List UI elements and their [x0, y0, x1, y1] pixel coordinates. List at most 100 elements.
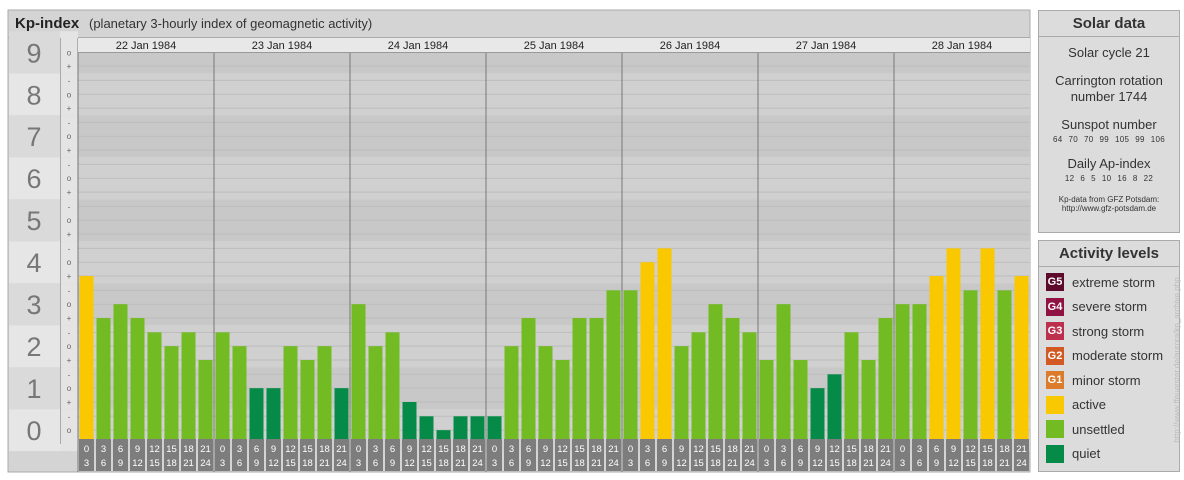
hour-cell [827, 439, 842, 471]
hour-start-label: 0 [492, 444, 497, 455]
hour-start-label: 0 [220, 444, 225, 455]
legend-swatch: G5 [1046, 273, 1064, 292]
kp-bar [810, 388, 825, 444]
legend-label: active [1072, 397, 1106, 413]
hour-cell [521, 439, 536, 471]
kp-bar [351, 304, 366, 444]
hour-end-label: 15 [285, 458, 296, 469]
hour-start-label: 6 [254, 444, 259, 455]
legend-swatch [1046, 444, 1064, 463]
sunspot-value: 70 [1068, 135, 1078, 144]
kp-bar [912, 304, 927, 444]
hour-cell [623, 439, 638, 471]
kp-bar [538, 346, 553, 444]
hour-cell [963, 439, 978, 471]
kp-bar [419, 416, 434, 444]
sub-axis-band [60, 241, 78, 284]
day-label: 27 Jan 1984 [796, 40, 857, 52]
hour-start-label: 18 [319, 444, 330, 455]
hour-start-label: 15 [846, 444, 857, 455]
kp-bar [997, 290, 1012, 444]
hour-end-label: 18 [438, 458, 449, 469]
hour-end-label: 21 [727, 458, 738, 469]
hour-cell [861, 439, 876, 471]
hour-cell [436, 439, 451, 471]
kp-bar [164, 346, 179, 444]
hour-start-label: 15 [438, 444, 449, 455]
hour-start-label: 18 [455, 444, 466, 455]
hour-end-label: 24 [1016, 458, 1027, 469]
day-label: 25 Jan 1984 [524, 40, 585, 52]
kp-bar [130, 318, 145, 444]
hour-cell [555, 439, 570, 471]
hour-end-label: 9 [254, 458, 259, 469]
hour-cell [997, 439, 1012, 471]
hour-end-label: 9 [662, 458, 667, 469]
hour-cell [793, 439, 808, 471]
sunspot-value: 106 [1150, 135, 1165, 144]
hour-cell [657, 439, 672, 471]
hour-cell [419, 439, 434, 471]
ap-index-value: 10 [1101, 174, 1112, 183]
hour-cell [300, 439, 315, 471]
hour-cell [147, 439, 162, 471]
hour-cell [691, 439, 706, 471]
sub-axis-band [60, 199, 78, 242]
legend-label: quiet [1072, 446, 1101, 462]
hour-start-label: 0 [900, 444, 905, 455]
sub-axis-band [60, 31, 78, 74]
hour-end-label: 24 [336, 458, 347, 469]
kp-bar [113, 304, 128, 444]
chart-subtitle: (planetary 3-hourly index of geomagnetic… [89, 16, 372, 31]
hour-start-label: 12 [285, 444, 296, 455]
day-label: 23 Jan 1984 [252, 40, 313, 52]
sub-tick-label: - [68, 202, 71, 211]
solar-cycle: Solar cycle 21 [1068, 45, 1150, 60]
hour-end-label: 9 [798, 458, 803, 469]
hour-end-label: 15 [693, 458, 704, 469]
y-tick-label: 2 [26, 332, 41, 362]
sub-tick-label: o [67, 216, 72, 225]
hour-end-label: 6 [373, 458, 378, 469]
legend-swatch [1046, 395, 1064, 414]
hour-cell [504, 439, 519, 471]
kp-bar [283, 346, 298, 444]
hour-start-label: 3 [237, 444, 242, 455]
hour-cell [895, 439, 910, 471]
y-axis-band [9, 115, 60, 158]
hour-cell [759, 439, 774, 471]
hour-end-label: 15 [829, 458, 840, 469]
y-axis-band [9, 199, 60, 242]
kp-bar [453, 416, 468, 444]
hour-end-label: 3 [84, 458, 89, 469]
ap-index-value: 8 [1132, 174, 1138, 183]
hour-end-label: 12 [812, 458, 823, 469]
hour-cell [1014, 439, 1029, 471]
hour-cell [453, 439, 468, 471]
hour-end-label: 15 [421, 458, 432, 469]
kp-band [78, 52, 1030, 74]
kp-bar [232, 346, 247, 444]
legend-swatch: G4 [1046, 297, 1064, 316]
kp-bar [317, 346, 332, 444]
hour-cell [572, 439, 587, 471]
sub-axis-band [60, 283, 78, 326]
kp-bar [198, 360, 213, 444]
kp-bar [181, 332, 196, 444]
hour-cell [232, 439, 247, 471]
hour-cell [215, 439, 230, 471]
hour-end-label: 3 [220, 458, 225, 469]
legend-item: G2 moderate storm [1039, 344, 1179, 369]
sub-tick-label: + [67, 188, 72, 197]
hour-start-label: 18 [863, 444, 874, 455]
hour-cell [980, 439, 995, 471]
hour-start-label: 3 [781, 444, 786, 455]
kp-bar [368, 346, 383, 444]
hour-end-label: 24 [200, 458, 211, 469]
kp-bar [623, 290, 638, 444]
ap-index-values: 12 6 5 10 16 8 22 [1039, 174, 1179, 183]
y-axis-band [9, 157, 60, 200]
activity-levels-panel: Activity levels G5 extreme storm G4 severe … [1038, 240, 1180, 472]
hour-end-label: 12 [132, 458, 143, 469]
hour-end-label: 18 [846, 458, 857, 469]
